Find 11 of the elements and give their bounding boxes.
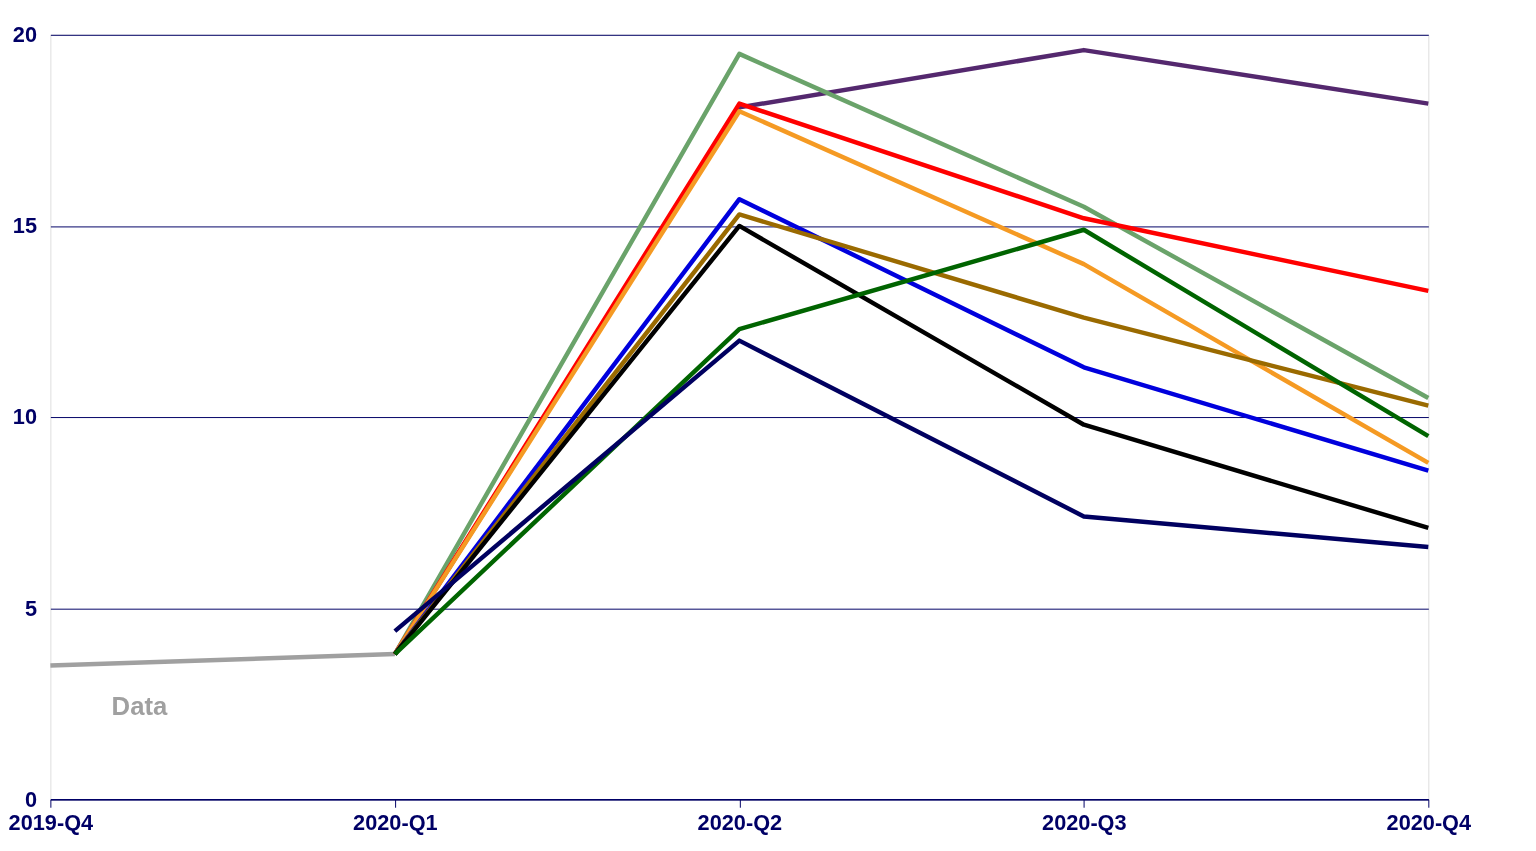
x-tick-label: 2020-Q2 [697,810,783,836]
x-tick-label: 2019-Q4 [8,810,94,836]
x-tick-label: 2020-Q3 [1042,810,1127,836]
y-tick-label: 5 [24,595,38,621]
series-label: Data [111,691,168,720]
y-tick-label: 20 [12,22,38,48]
x-tick-label: 2020-Q4 [1386,810,1472,836]
y-tick-label: 10 [12,404,38,430]
y-tick-label: 0 [24,786,38,812]
x-tick-label: 2020-Q1 [353,810,438,836]
y-tick-label: 15 [12,213,38,239]
